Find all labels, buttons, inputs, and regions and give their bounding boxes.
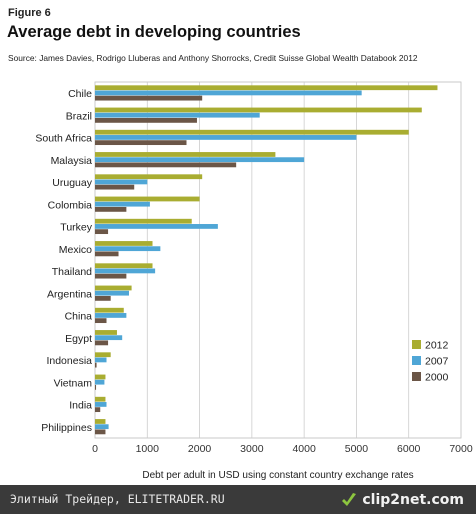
bar-2012 [95,396,106,402]
x-tick-label: 7000 [449,443,473,455]
bar-2007 [95,179,148,185]
x-tick-label: 4000 [292,443,316,455]
category-label: Indonesia [46,355,92,367]
watermark-text: Элитный Трейдер, ELITETRADER.RU [10,492,225,506]
bar-2000 [95,206,127,212]
bar-2007 [95,246,161,252]
category-label: Argentina [47,288,92,300]
bar-2012 [95,218,192,224]
x-tick-label: 1000 [136,443,160,455]
legend-label-2000: 2000 [425,372,449,384]
clip2net-logo-icon [340,491,358,509]
category-label: Chile [68,88,92,100]
category-label: Mexico [59,244,92,256]
bar-2000 [95,362,97,368]
bar-2007 [95,268,156,274]
bar-2012 [95,307,124,313]
bar-2000 [95,184,135,190]
category-label: Malaysia [51,155,93,167]
category-label: Uruguay [52,177,92,189]
legend-label-2007: 2007 [425,356,449,368]
bar-2000 [95,117,197,123]
bar-2012 [95,107,422,113]
bar-2012 [95,129,409,135]
category-label: Brazil [66,110,92,122]
bar-2012 [95,285,132,291]
bar-2012 [95,352,111,358]
bar-2000 [95,251,119,257]
bar-2007 [95,335,123,341]
bar-2007 [95,112,260,118]
bar-chart: Chile Brazil South Africa Malaysia Uruguay Co… [35,81,473,481]
legend-swatch-2000 [412,372,421,381]
bar-2000 [95,429,106,435]
bar-2000 [95,318,107,324]
bar-2012 [95,85,438,91]
category-label: South Africa [35,133,92,145]
bar-2007 [95,379,105,385]
x-tick-label: 2000 [188,443,212,455]
category-label: Thailand [52,266,92,278]
bar-2007 [95,290,129,296]
bar-2000 [95,384,97,390]
figure-label: Figure 6 [8,7,51,19]
category-label: Colombia [48,199,93,211]
category-label: India [69,400,92,412]
bar-2007 [95,224,218,229]
x-axis-label: Debt per adult in USD using constant cou… [142,470,413,481]
bar-2007 [95,402,107,407]
x-tick-label: 3000 [240,443,264,455]
x-tick-label: 6000 [397,443,421,455]
category-label: Turkey [60,222,92,234]
bar-2007 [95,135,357,140]
bar-2012 [95,152,276,157]
bar-2012 [95,374,106,380]
x-tick-label: 0 [92,443,98,455]
bar-2000 [95,273,127,279]
x-axis-ticks: 0 1000 2000 3000 4000 5000 6000 7000 [92,443,473,455]
bar-2012 [95,263,153,269]
bar-2007 [95,90,362,96]
chart-title: Average debt in developing countries [7,23,301,41]
category-label: China [65,311,93,323]
bars [95,85,438,435]
legend: 2012 2007 2000 [412,340,449,384]
bar-2000 [95,95,203,101]
bar-2007 [95,201,150,207]
bar-2012 [95,419,106,424]
bar-2000 [95,140,187,146]
legend-swatch-2012 [412,340,421,349]
category-label: Egypt [65,333,92,345]
legend-swatch-2007 [412,356,421,365]
bar-2000 [95,162,237,168]
x-tick-label: 5000 [345,443,369,455]
bar-2012 [95,241,153,246]
bar-2007 [95,157,305,163]
bar-2012 [95,174,203,180]
bar-2007 [95,357,107,363]
bar-2000 [95,295,111,301]
bar-2012 [95,196,200,202]
bar-2012 [95,330,117,335]
bar-2007 [95,424,109,430]
bar-2000 [95,407,101,413]
chart-source: Source: James Davies, Rodrigo Lluberas a… [8,53,418,63]
bar-2007 [95,313,127,318]
footer-bar: Элитный Трейдер, ELITETRADER.RU clip2net… [0,485,476,514]
category-label: Philippines [41,422,92,434]
bar-2000 [95,229,109,235]
bar-2000 [95,340,109,346]
clip2net-logo-text: clip2net.com [362,492,464,508]
y-axis-labels: Chile Brazil South Africa Malaysia Uruguay Co… [35,88,92,434]
clip2net-logo[interactable]: clip2net.com [340,490,464,510]
legend-label-2012: 2012 [425,340,449,352]
category-label: Vietnam [54,377,93,389]
